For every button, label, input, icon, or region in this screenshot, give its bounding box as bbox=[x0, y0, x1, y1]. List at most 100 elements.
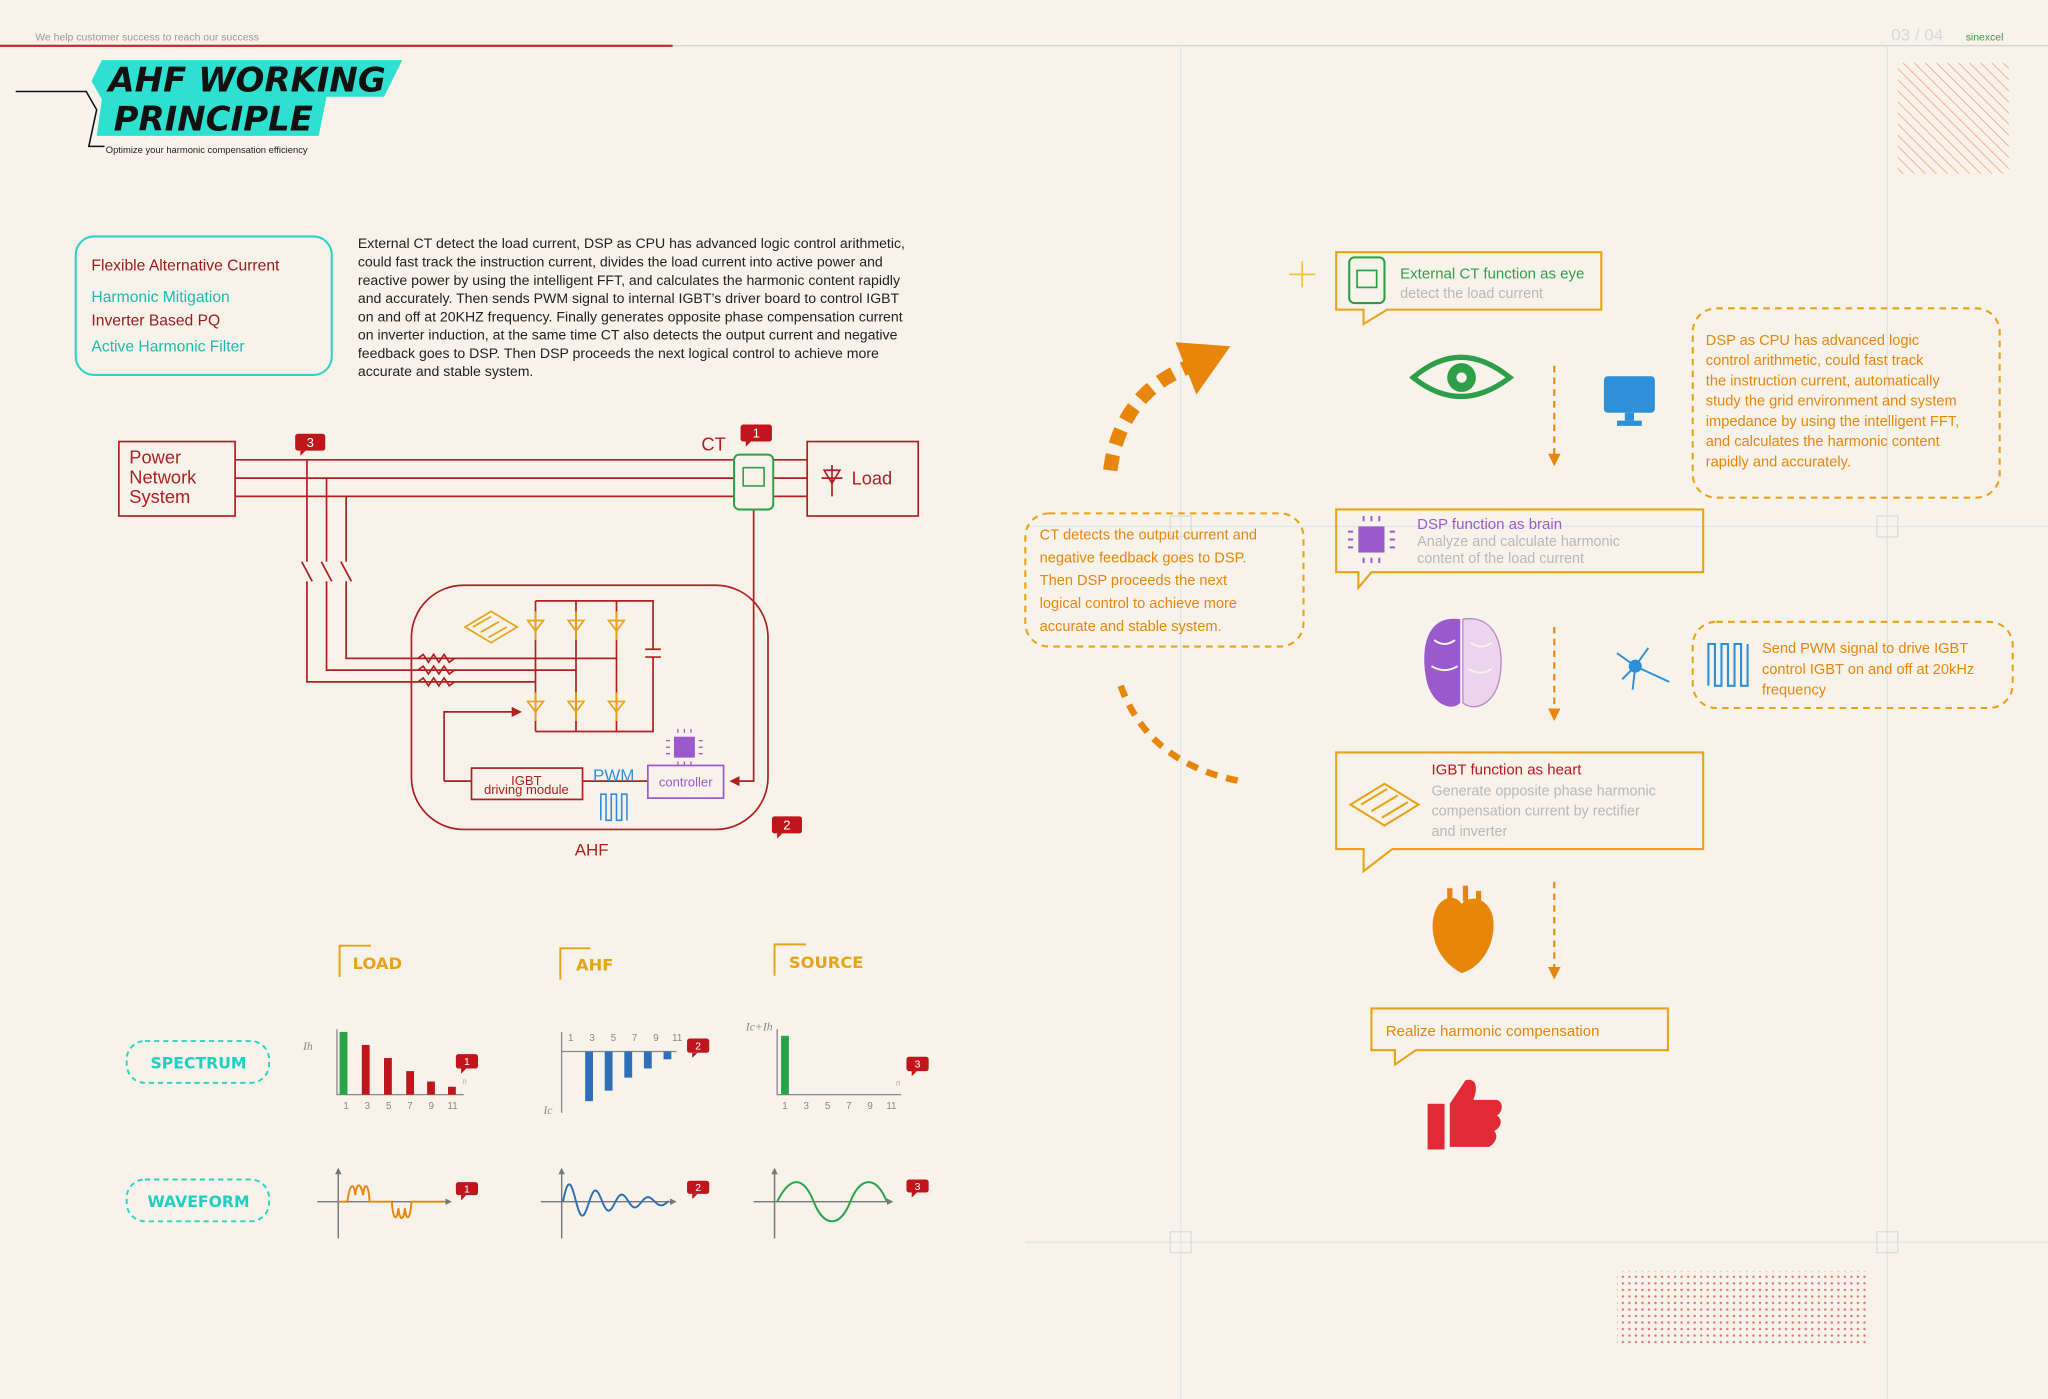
badge-tail bbox=[692, 1193, 698, 1200]
circuit-diagram-part bbox=[300, 459, 536, 683]
flow-icons-part bbox=[1424, 618, 1461, 707]
circuit-diagram-part bbox=[534, 600, 661, 733]
step-text: compensation current by rectifier bbox=[1432, 804, 1641, 820]
harmonic-order: 1 bbox=[782, 1101, 787, 1112]
flow-icons-part bbox=[1348, 782, 1421, 827]
spectrum-bars-part bbox=[604, 1051, 613, 1091]
controller-parts bbox=[600, 728, 725, 822]
column-header: SOURCE bbox=[789, 953, 864, 972]
note-line: and calculates the harmonic content bbox=[1706, 434, 1940, 450]
load-label: Load bbox=[852, 468, 893, 489]
description-line: External CT detect the load current, DSP… bbox=[358, 235, 905, 251]
note-line: frequency bbox=[1762, 682, 1827, 698]
axis-label: Ic+Ih bbox=[745, 1021, 773, 1034]
circuit-diagram-part bbox=[417, 652, 456, 688]
flow-icons-part bbox=[1348, 256, 1386, 305]
circuit-diagram-part bbox=[731, 509, 755, 781]
spectrum-bars-part bbox=[643, 1051, 652, 1069]
column-header: AHF bbox=[576, 956, 613, 975]
step-title: External CT function as eye bbox=[1400, 265, 1584, 282]
spectrum-axes-part bbox=[560, 1031, 677, 1113]
note-line: rapidly and accurately. bbox=[1706, 454, 1851, 470]
keyword: Active Harmonic Filter bbox=[91, 338, 244, 355]
text-layer: We help customer success to reach our su… bbox=[35, 26, 2003, 1211]
ct-sensor bbox=[733, 453, 775, 511]
background-part bbox=[1169, 515, 1192, 538]
note-line: Send PWM signal to drive IGBT bbox=[1762, 641, 1968, 657]
circuit-diagram-part bbox=[443, 712, 520, 782]
flow-icons-part bbox=[1447, 885, 1482, 907]
spectrum-bars-part bbox=[384, 1058, 392, 1095]
note-line: control IGBT on and off at 20kHz bbox=[1762, 662, 1974, 678]
spectrum-bars-part bbox=[448, 1086, 456, 1095]
flow-boxes-part bbox=[1370, 1007, 1669, 1067]
page-number: 03 / 04 bbox=[1891, 26, 1943, 45]
source-label: Power bbox=[129, 447, 181, 468]
step-title: DSP function as brain bbox=[1417, 516, 1562, 533]
flow-icons-part bbox=[1409, 354, 1515, 399]
igbt-label: IGBT bbox=[511, 773, 541, 788]
badge bbox=[906, 1179, 929, 1193]
ct-sensor-part bbox=[733, 453, 775, 511]
flow-boxes-part bbox=[1289, 261, 1316, 288]
comparison-frames-part bbox=[338, 944, 371, 978]
pwm-label: PWM bbox=[593, 766, 634, 785]
description-line: could fast track the instruction current… bbox=[358, 254, 883, 270]
badge bbox=[906, 1056, 929, 1072]
harmonic-order: 11 bbox=[447, 1101, 457, 1112]
step-text: detect the load current bbox=[1400, 286, 1543, 302]
keyword: Harmonic Mitigation bbox=[91, 289, 229, 306]
description-line: feedback goes to DSP. Then DSP proceeds … bbox=[358, 345, 879, 361]
harmonic-order: 5 bbox=[611, 1033, 617, 1044]
badge-tail bbox=[745, 441, 752, 447]
waveform-plots-part bbox=[338, 1184, 445, 1220]
description-line: and accurately. Then sends PWM signal to… bbox=[358, 290, 900, 306]
controller-parts-part bbox=[666, 728, 703, 766]
spectrum-axes-part bbox=[336, 1029, 464, 1096]
flow-boxes-part bbox=[1335, 751, 1705, 874]
note-line: CT detects the output current and bbox=[1040, 528, 1257, 544]
spectrum-bars-part bbox=[427, 1081, 435, 1095]
badge bbox=[687, 1180, 710, 1194]
cycle-arrows bbox=[1103, 342, 1242, 785]
description-line: accurate and stable system. bbox=[358, 363, 533, 379]
igbt-switches-part bbox=[463, 610, 519, 644]
harmonic-order: 5 bbox=[825, 1101, 831, 1112]
source-label: System bbox=[129, 486, 190, 507]
flow-icons-part bbox=[1432, 897, 1494, 974]
circuit-diagram bbox=[118, 440, 920, 831]
axis-label: Ih bbox=[302, 1040, 313, 1053]
controller-parts-part bbox=[646, 764, 725, 799]
flow-icons-part bbox=[1462, 618, 1502, 708]
title-block-part bbox=[91, 60, 403, 136]
axis-end: n bbox=[462, 1077, 466, 1086]
badge-number: 2 bbox=[695, 1183, 701, 1194]
flow-boxes-part bbox=[1335, 251, 1603, 326]
column-header: LOAD bbox=[353, 954, 402, 973]
badge-number: 2 bbox=[783, 818, 790, 833]
badge-number: 3 bbox=[915, 1182, 921, 1193]
badge bbox=[771, 816, 802, 834]
ct-label: CT bbox=[701, 434, 725, 455]
badge bbox=[455, 1182, 479, 1196]
badge-number: 1 bbox=[464, 1057, 470, 1068]
circuit-diagram-part bbox=[340, 496, 617, 660]
background-part bbox=[1876, 1231, 1899, 1254]
flow-boxes-part bbox=[1691, 620, 2014, 710]
flow-boxes bbox=[1024, 251, 2014, 1067]
waveform-plots-part bbox=[776, 1181, 888, 1223]
result-text: Realize harmonic compensation bbox=[1386, 1023, 1600, 1040]
flow-boxes-part bbox=[1691, 307, 2001, 499]
title: AHF WORKING bbox=[105, 60, 385, 100]
harmonic-order: 5 bbox=[386, 1101, 392, 1112]
comparison-frames-part bbox=[125, 1178, 271, 1223]
badge-tail bbox=[300, 450, 306, 456]
decorations bbox=[1616, 62, 2009, 1346]
keyword-box-part bbox=[74, 235, 333, 376]
source-label: Network bbox=[129, 466, 197, 487]
harmonic-order: 9 bbox=[429, 1101, 434, 1112]
spectrum-bars-part bbox=[663, 1051, 672, 1060]
harmonic-order: 7 bbox=[632, 1033, 637, 1044]
